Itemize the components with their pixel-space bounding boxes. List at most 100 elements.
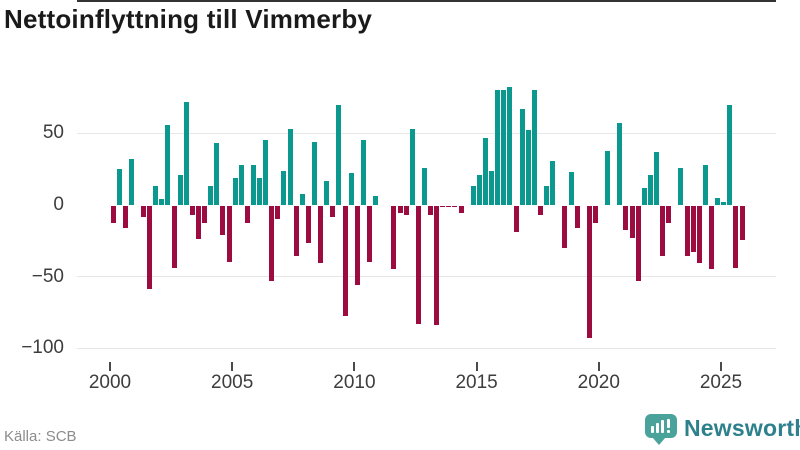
bar xyxy=(238,164,244,205)
bar xyxy=(592,206,598,224)
bar xyxy=(739,206,745,241)
bar xyxy=(421,167,427,205)
x-axis-tick-label: 2005 xyxy=(211,372,254,393)
bar xyxy=(366,206,372,262)
bar xyxy=(440,206,446,208)
bar xyxy=(391,206,397,270)
x-axis-tick-label: 2010 xyxy=(333,372,376,393)
bar xyxy=(195,206,201,239)
speech-bubble-tail xyxy=(652,437,666,445)
bar xyxy=(257,177,263,205)
bar xyxy=(690,206,696,252)
bar xyxy=(122,206,128,228)
bar xyxy=(324,180,330,205)
bar xyxy=(305,206,311,244)
chart-title: Nettoinflyttning till Vimmerby xyxy=(4,4,373,34)
x-axis-tick xyxy=(109,362,111,371)
bar xyxy=(165,124,171,205)
bar xyxy=(574,206,580,228)
bar xyxy=(360,140,366,205)
bar xyxy=(513,206,519,232)
bar xyxy=(635,206,641,281)
bar xyxy=(446,206,452,208)
bar xyxy=(110,206,116,224)
x-axis-tick xyxy=(597,362,600,371)
bar xyxy=(623,206,629,231)
bar xyxy=(434,206,440,326)
bar xyxy=(483,137,489,205)
y-axis-tick-label: 50 xyxy=(42,122,64,144)
bar xyxy=(678,167,684,205)
logo-bar-medium xyxy=(656,423,659,433)
speech-bubble-bar-chart-icon xyxy=(645,414,677,438)
bar xyxy=(727,104,733,205)
bar xyxy=(269,206,275,281)
bar xyxy=(458,206,464,214)
bar xyxy=(208,186,214,205)
bar xyxy=(617,123,623,205)
gridline xyxy=(77,132,776,134)
bar xyxy=(660,206,666,257)
bar xyxy=(550,160,556,205)
bar xyxy=(684,206,690,257)
bar xyxy=(287,128,293,205)
gridline xyxy=(77,276,776,278)
bar xyxy=(250,164,256,205)
bar xyxy=(495,90,501,205)
bar xyxy=(544,186,550,205)
bar xyxy=(171,206,177,268)
bar xyxy=(153,186,159,205)
bar xyxy=(721,202,727,205)
bar xyxy=(605,150,611,205)
logo-bar-tall xyxy=(661,420,664,433)
bar xyxy=(312,141,318,205)
bar xyxy=(654,151,660,205)
x-axis-tick-label: 2015 xyxy=(455,372,498,393)
bar xyxy=(733,206,739,268)
bar xyxy=(177,174,183,205)
bar xyxy=(525,130,531,205)
bar xyxy=(489,170,495,205)
bar xyxy=(373,196,379,205)
y-axis-tick-label: 0 xyxy=(53,194,64,215)
bar xyxy=(342,206,348,317)
bar xyxy=(501,90,507,205)
bar xyxy=(470,186,476,205)
bar xyxy=(519,108,525,205)
bar xyxy=(183,101,189,205)
bar xyxy=(647,174,653,205)
bar xyxy=(562,206,568,248)
bar xyxy=(202,206,208,224)
bar xyxy=(275,206,281,219)
bar xyxy=(189,206,195,215)
bar xyxy=(281,170,287,205)
x-axis-tick-label: 2020 xyxy=(577,372,620,393)
bar xyxy=(452,206,458,208)
bar xyxy=(299,193,305,205)
bar xyxy=(214,143,220,205)
x-axis-tick xyxy=(475,362,478,371)
bar xyxy=(415,206,421,324)
bar xyxy=(507,87,513,205)
bar xyxy=(531,90,537,205)
bar xyxy=(293,206,299,257)
bar xyxy=(568,172,574,205)
bar xyxy=(336,104,342,205)
bar xyxy=(641,187,647,205)
x-axis-tick xyxy=(353,362,356,371)
bar xyxy=(263,140,269,205)
bar xyxy=(348,173,354,205)
newsworthy-logo-text: Newsworthy xyxy=(684,415,800,441)
x-axis-tick-label: 2000 xyxy=(88,372,132,393)
x-axis-tick-label: 2025 xyxy=(699,372,743,393)
bar xyxy=(354,206,360,285)
bar xyxy=(409,128,415,205)
source-label: Källa: SCB xyxy=(4,428,77,445)
bar xyxy=(702,164,708,205)
bar xyxy=(666,206,672,224)
bar xyxy=(159,199,165,205)
bar xyxy=(330,206,336,218)
logo-bar-small xyxy=(651,426,654,433)
bar xyxy=(397,206,403,214)
bar xyxy=(318,206,324,264)
